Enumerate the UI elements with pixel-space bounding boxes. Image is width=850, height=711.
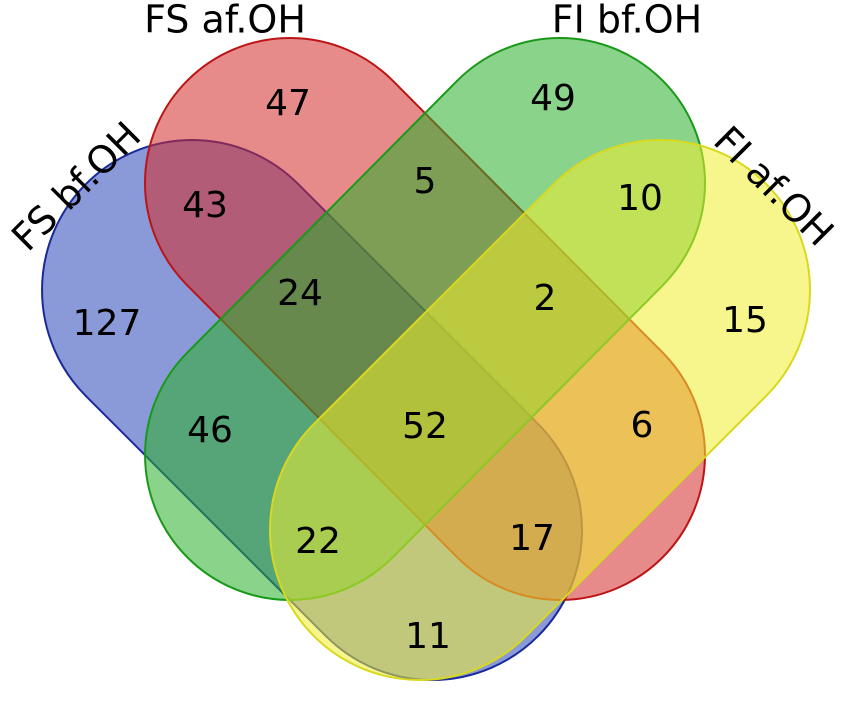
region-count: 10: [617, 178, 663, 219]
region-count: 49: [530, 78, 576, 119]
set-shape: [269, 139, 811, 681]
region-count: 24: [277, 273, 323, 314]
region-count: 5: [414, 161, 437, 202]
region-count: 15: [722, 300, 768, 341]
set-label: FI bf.OH: [552, 0, 702, 42]
region-count: 6: [631, 405, 654, 446]
region-count: 22: [295, 521, 341, 562]
region-count: 11: [405, 616, 451, 657]
region-count: 17: [509, 518, 555, 559]
region-count: 43: [182, 185, 228, 226]
set-label: FS af.OH: [144, 0, 306, 42]
region-count: 52: [402, 406, 448, 447]
region-count: 127: [73, 303, 142, 344]
region-count: 46: [187, 410, 233, 451]
region-count: 2: [534, 278, 557, 319]
region-count: 47: [265, 83, 311, 124]
